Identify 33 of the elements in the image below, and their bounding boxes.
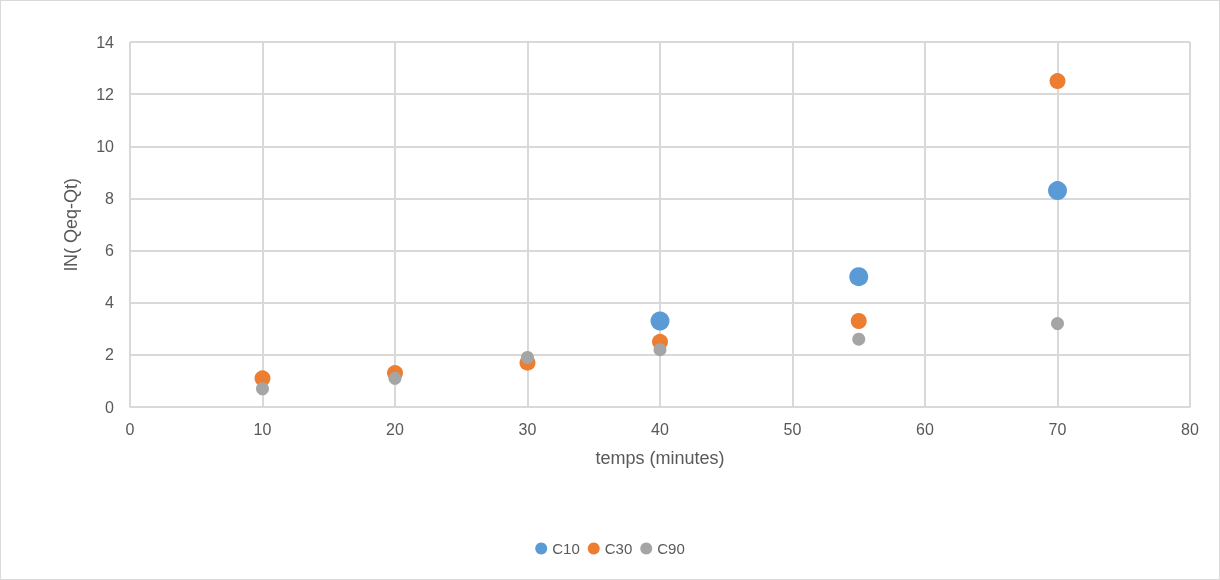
- x-tick-label: 60: [916, 420, 934, 438]
- x-tick-label: 70: [1048, 420, 1067, 438]
- point: [1051, 317, 1064, 331]
- x-axis-title: temps (minutes): [595, 448, 725, 468]
- y-tick-label: 2: [105, 346, 115, 364]
- legend-label: C90: [657, 540, 685, 557]
- point: [852, 332, 866, 346]
- x-tick-label: 10: [253, 420, 272, 438]
- x-tick-label: 0: [125, 420, 135, 438]
- point: [1048, 181, 1067, 201]
- point: [1049, 73, 1066, 90]
- point: [388, 371, 402, 385]
- y-tick-label: 0: [105, 398, 115, 416]
- point: [650, 311, 670, 331]
- point: [850, 312, 867, 329]
- y-tick-label: 12: [96, 85, 115, 103]
- point: [256, 382, 269, 396]
- point: [653, 343, 667, 357]
- x-tick-label: 50: [783, 420, 802, 438]
- y-axis-title: lN( Qeq-Qt): [61, 177, 81, 272]
- y-tick-label: 10: [96, 137, 115, 155]
- y-tick-label: 6: [105, 242, 115, 260]
- point: [521, 350, 534, 364]
- x-tick-label: 80: [1181, 420, 1199, 438]
- y-tick-label: 14: [96, 33, 115, 51]
- y-tick-label: 4: [105, 294, 115, 312]
- y-tick-label: 8: [105, 189, 115, 207]
- legend-label: C10: [552, 540, 580, 557]
- x-tick-label: 30: [518, 420, 537, 438]
- point: [849, 267, 869, 287]
- legend-label: C30: [604, 540, 633, 557]
- x-tick-label: 40: [651, 420, 669, 438]
- x-tick-label: 20: [386, 420, 404, 438]
